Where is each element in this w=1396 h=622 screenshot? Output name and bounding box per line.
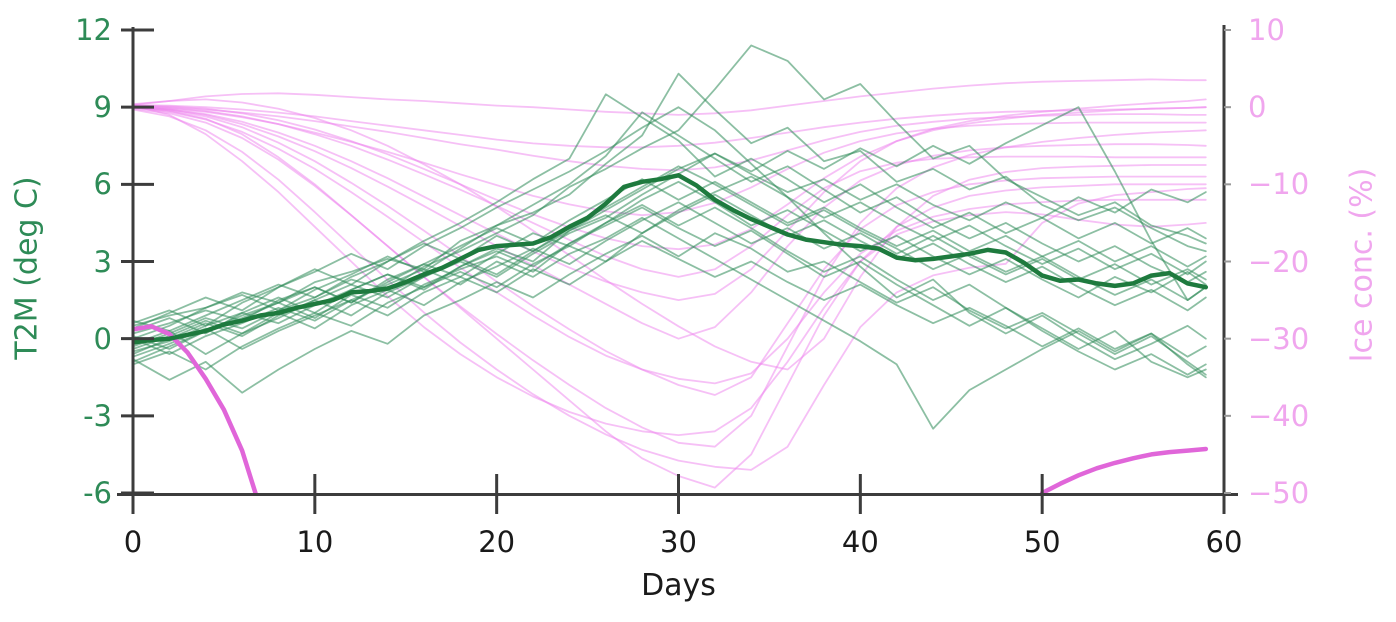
left-axis-title: T2M (deg C) [9,176,45,360]
x-axis-title: Days [641,568,716,603]
x-tick-label: 10 [296,525,334,559]
t2m-member-line [132,178,1207,363]
y-right-tick-label: −20 [1248,244,1310,279]
ice-member-line [132,106,1207,385]
y-right-tick-label: −50 [1248,476,1310,510]
series-layer [132,44,1209,495]
y-left-tick-label: -3 [83,398,112,433]
ice-member-line [132,98,1207,371]
t2m-member-line [132,175,1207,355]
x-tick-label: 40 [841,525,879,559]
ice-member-line [132,104,1207,251]
ice-member-line [132,107,1207,448]
ice-member-line [132,78,1207,116]
t2m-member-line [132,240,1207,358]
ice-member-line [132,98,1207,301]
axes-layer [117,25,1238,514]
y-right-tick-label: 0 [1248,90,1267,125]
x-tick-label: 30 [660,525,697,559]
t2m-member-line [132,72,1207,327]
y-left-tick-label: 9 [93,90,112,125]
y-left-tick-label: -6 [83,476,112,510]
y-right-tick-label: −30 [1248,321,1310,356]
ice-member-line [132,104,1207,436]
y-right-tick-label: 10 [1248,13,1285,47]
y-right-tick-label: −10 [1248,167,1310,202]
ice-member-line [132,106,1207,396]
t2m-member-line [132,201,1207,350]
x-tick-label: 0 [123,525,143,559]
x-tick-label: 50 [1023,525,1061,559]
t2m-mean-line [132,173,1209,345]
t2m-member-line [132,206,1207,376]
y-left-tick-label: 6 [93,167,112,202]
ice-member-line [132,108,1207,471]
y-left-tick-label: 3 [93,244,112,279]
ice-member-line [132,105,1207,278]
y-left-tick-label: 0 [93,321,112,356]
x-tick-label: 60 [1205,525,1243,559]
x-tick-label: 20 [478,525,516,559]
y-right-tick-label: −40 [1248,398,1310,433]
t2m-member-line [132,204,1207,379]
y-left-tick-label: 12 [75,13,112,47]
t2m-member-line [132,216,1207,430]
t2m-member-line [132,93,1207,327]
t2m-member-line [132,111,1207,340]
ice-member-line [132,106,1207,340]
t2m-member-line [132,232,1207,394]
ice-mean-line [132,324,1209,495]
right-axis-title: Ice conc. (%) [1344,167,1380,363]
t2m-member-line [132,106,1207,361]
